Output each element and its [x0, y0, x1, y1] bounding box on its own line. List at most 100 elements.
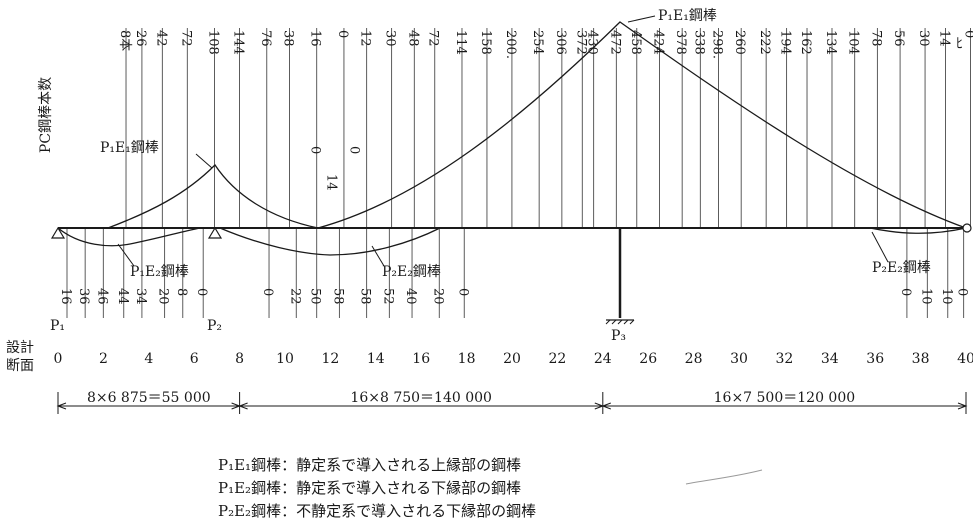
p1e1-tendon-curve: [107, 21, 967, 229]
upper-count-label: 254: [530, 30, 545, 55]
upper-count-label: 72: [178, 30, 193, 47]
lower-count-label: 22: [287, 288, 302, 305]
section-number: 26: [639, 351, 657, 367]
support-right-end-symbol: [962, 223, 972, 233]
upper-count-label: 48: [405, 30, 420, 47]
lower-count-label: 0: [955, 288, 970, 296]
upper-count-label: 134: [823, 30, 838, 55]
upper-count-label: 158: [478, 30, 493, 55]
section-axis-label-line1: 設計: [6, 340, 34, 356]
dimension-text: 16×7 500＝120 000: [714, 390, 856, 406]
upper-count-label: 42: [153, 30, 168, 47]
upper-count-label: 298.: [709, 30, 724, 59]
upper-count-label: 306: [553, 30, 568, 55]
section-number: 16: [412, 351, 430, 367]
upper-count-label: 458: [628, 30, 643, 55]
lower-tendon-counts: 16 36 46 44 34 20 8 0 0 22 50 58 58 52 40 20 0 0 10 10 0: [58, 288, 970, 305]
lower-count-label: 36: [76, 288, 91, 305]
upper-count-label: 14: [936, 30, 951, 47]
upper-count-label: 430: [585, 30, 600, 55]
upper-count-label: 104: [846, 30, 861, 55]
mid-tendon-counts: 0 14 0: [308, 146, 362, 191]
p1e2-tendon-curve: [57, 227, 201, 247]
upper-count-label: 0: [335, 30, 350, 38]
upper-count-label: 26: [133, 30, 148, 47]
section-number: 6: [190, 351, 199, 367]
pier-p3-hatch: [605, 319, 635, 325]
dimension-arrow: [957, 402, 968, 410]
lower-count-label: 16: [58, 288, 73, 305]
scan-mark: [685, 469, 763, 485]
label-p1e1-left: P₁E₁鋼棒: [100, 140, 159, 156]
dimension-arrow: [56, 402, 67, 410]
upper-count-label: 8本: [117, 30, 132, 51]
dimension-text: 8×6 875＝55 000: [87, 390, 211, 406]
station-grid: [66, 28, 971, 318]
upper-count-label: 200.: [503, 30, 518, 59]
lower-count-label: 0: [194, 288, 209, 296]
section-number: 18: [458, 351, 476, 367]
lower-count-label: 20: [156, 288, 171, 305]
upper-count-label: 424: [650, 30, 665, 55]
upper-count-label: 338: [691, 30, 706, 55]
upper-count-label: 194: [778, 30, 793, 55]
upper-count-label: 222: [757, 30, 772, 55]
lower-count-label: 50: [308, 288, 323, 305]
upper-count-label: 38: [280, 30, 295, 47]
lower-count-label: 34: [133, 288, 148, 305]
section-number: 12: [321, 351, 339, 367]
leader-p2e2-right: [871, 231, 889, 263]
lower-count-label: 44: [115, 288, 130, 305]
support-label-p3: P₃: [611, 328, 626, 344]
lower-count-label: 20: [430, 288, 445, 305]
legend-p2e2: P₂E₂鋼棒：不静定系で導入される下縁部の鋼棒: [218, 502, 536, 518]
upper-count-label: 472: [607, 30, 622, 55]
section-numbers: 0 2 4 6 8 10 12 14 16 18 20 22 24 26 28 30 32 34 36 38 40: [54, 351, 973, 367]
section-axis-label-line2: 断面: [6, 358, 34, 374]
label-p2e2-right: P₂E₂鋼棒: [872, 260, 931, 276]
lower-count-label: 0: [898, 288, 913, 296]
upper-count-label: 72: [426, 30, 441, 47]
label-p2e2-mid: P₂E₂鋼棒: [382, 264, 441, 280]
lower-count-label: 46: [94, 288, 109, 305]
section-number: 20: [503, 351, 521, 367]
section-number: 22: [548, 351, 566, 367]
upper-count-label: 162: [798, 30, 813, 55]
upper-count-label: 30: [916, 30, 931, 47]
section-number: 30: [730, 351, 748, 367]
section-number: 28: [685, 351, 703, 367]
mid-count-label: 0: [308, 146, 323, 154]
upper-count-label: 372: [573, 30, 588, 55]
lower-count-label: 52: [380, 288, 395, 305]
dimension-arrow: [601, 402, 611, 410]
mid-count-label: 14: [324, 174, 339, 191]
upper-count-label: 108: [206, 30, 221, 55]
upper-count-label: 76: [258, 30, 273, 47]
leader-p2e2-mid: [371, 245, 385, 267]
upper-count-label: 114: [453, 30, 468, 55]
upper-count-label: 78: [868, 30, 883, 47]
dimension-text: 16×8 750＝140 000: [350, 390, 492, 406]
y-axis-label: PC鋼棒本数: [38, 77, 54, 153]
upper-count-label: 260: [732, 30, 747, 55]
leader-p1e1-top: [627, 15, 656, 23]
upper-count-label: 16: [308, 30, 323, 47]
upper-tendon-counts: 8本 26 42 72 108 144 76 38 16 0 12 30 48 72 114 158 200. 2…: [117, 30, 973, 59]
mid-count-label: 0: [346, 146, 361, 154]
lower-count-label: 58: [330, 288, 345, 305]
right-end-label: ﾋ: [956, 36, 963, 52]
section-number: 0: [54, 351, 63, 367]
upper-count-label: 144: [231, 30, 246, 55]
leader-p1e1-left: [195, 153, 213, 169]
span-dimensions: 8×6 875＝55 000 16×8 750＝140 000 16×7 500＝1…: [56, 390, 968, 414]
lower-count-label: 8: [174, 288, 189, 296]
section-number: 36: [866, 351, 884, 367]
section-number: 2: [99, 351, 108, 367]
upper-count-label: 378: [673, 30, 688, 55]
section-number: 32: [775, 351, 793, 367]
legend-p1e2: P₁E₂鋼棒：静定系で導入される下縁部の鋼棒: [218, 479, 521, 497]
dimension-arrow: [238, 402, 248, 410]
support-label-p1: P₁: [50, 318, 65, 334]
support-label-p2: P₂: [207, 318, 222, 334]
lower-count-label: 0: [260, 288, 275, 296]
